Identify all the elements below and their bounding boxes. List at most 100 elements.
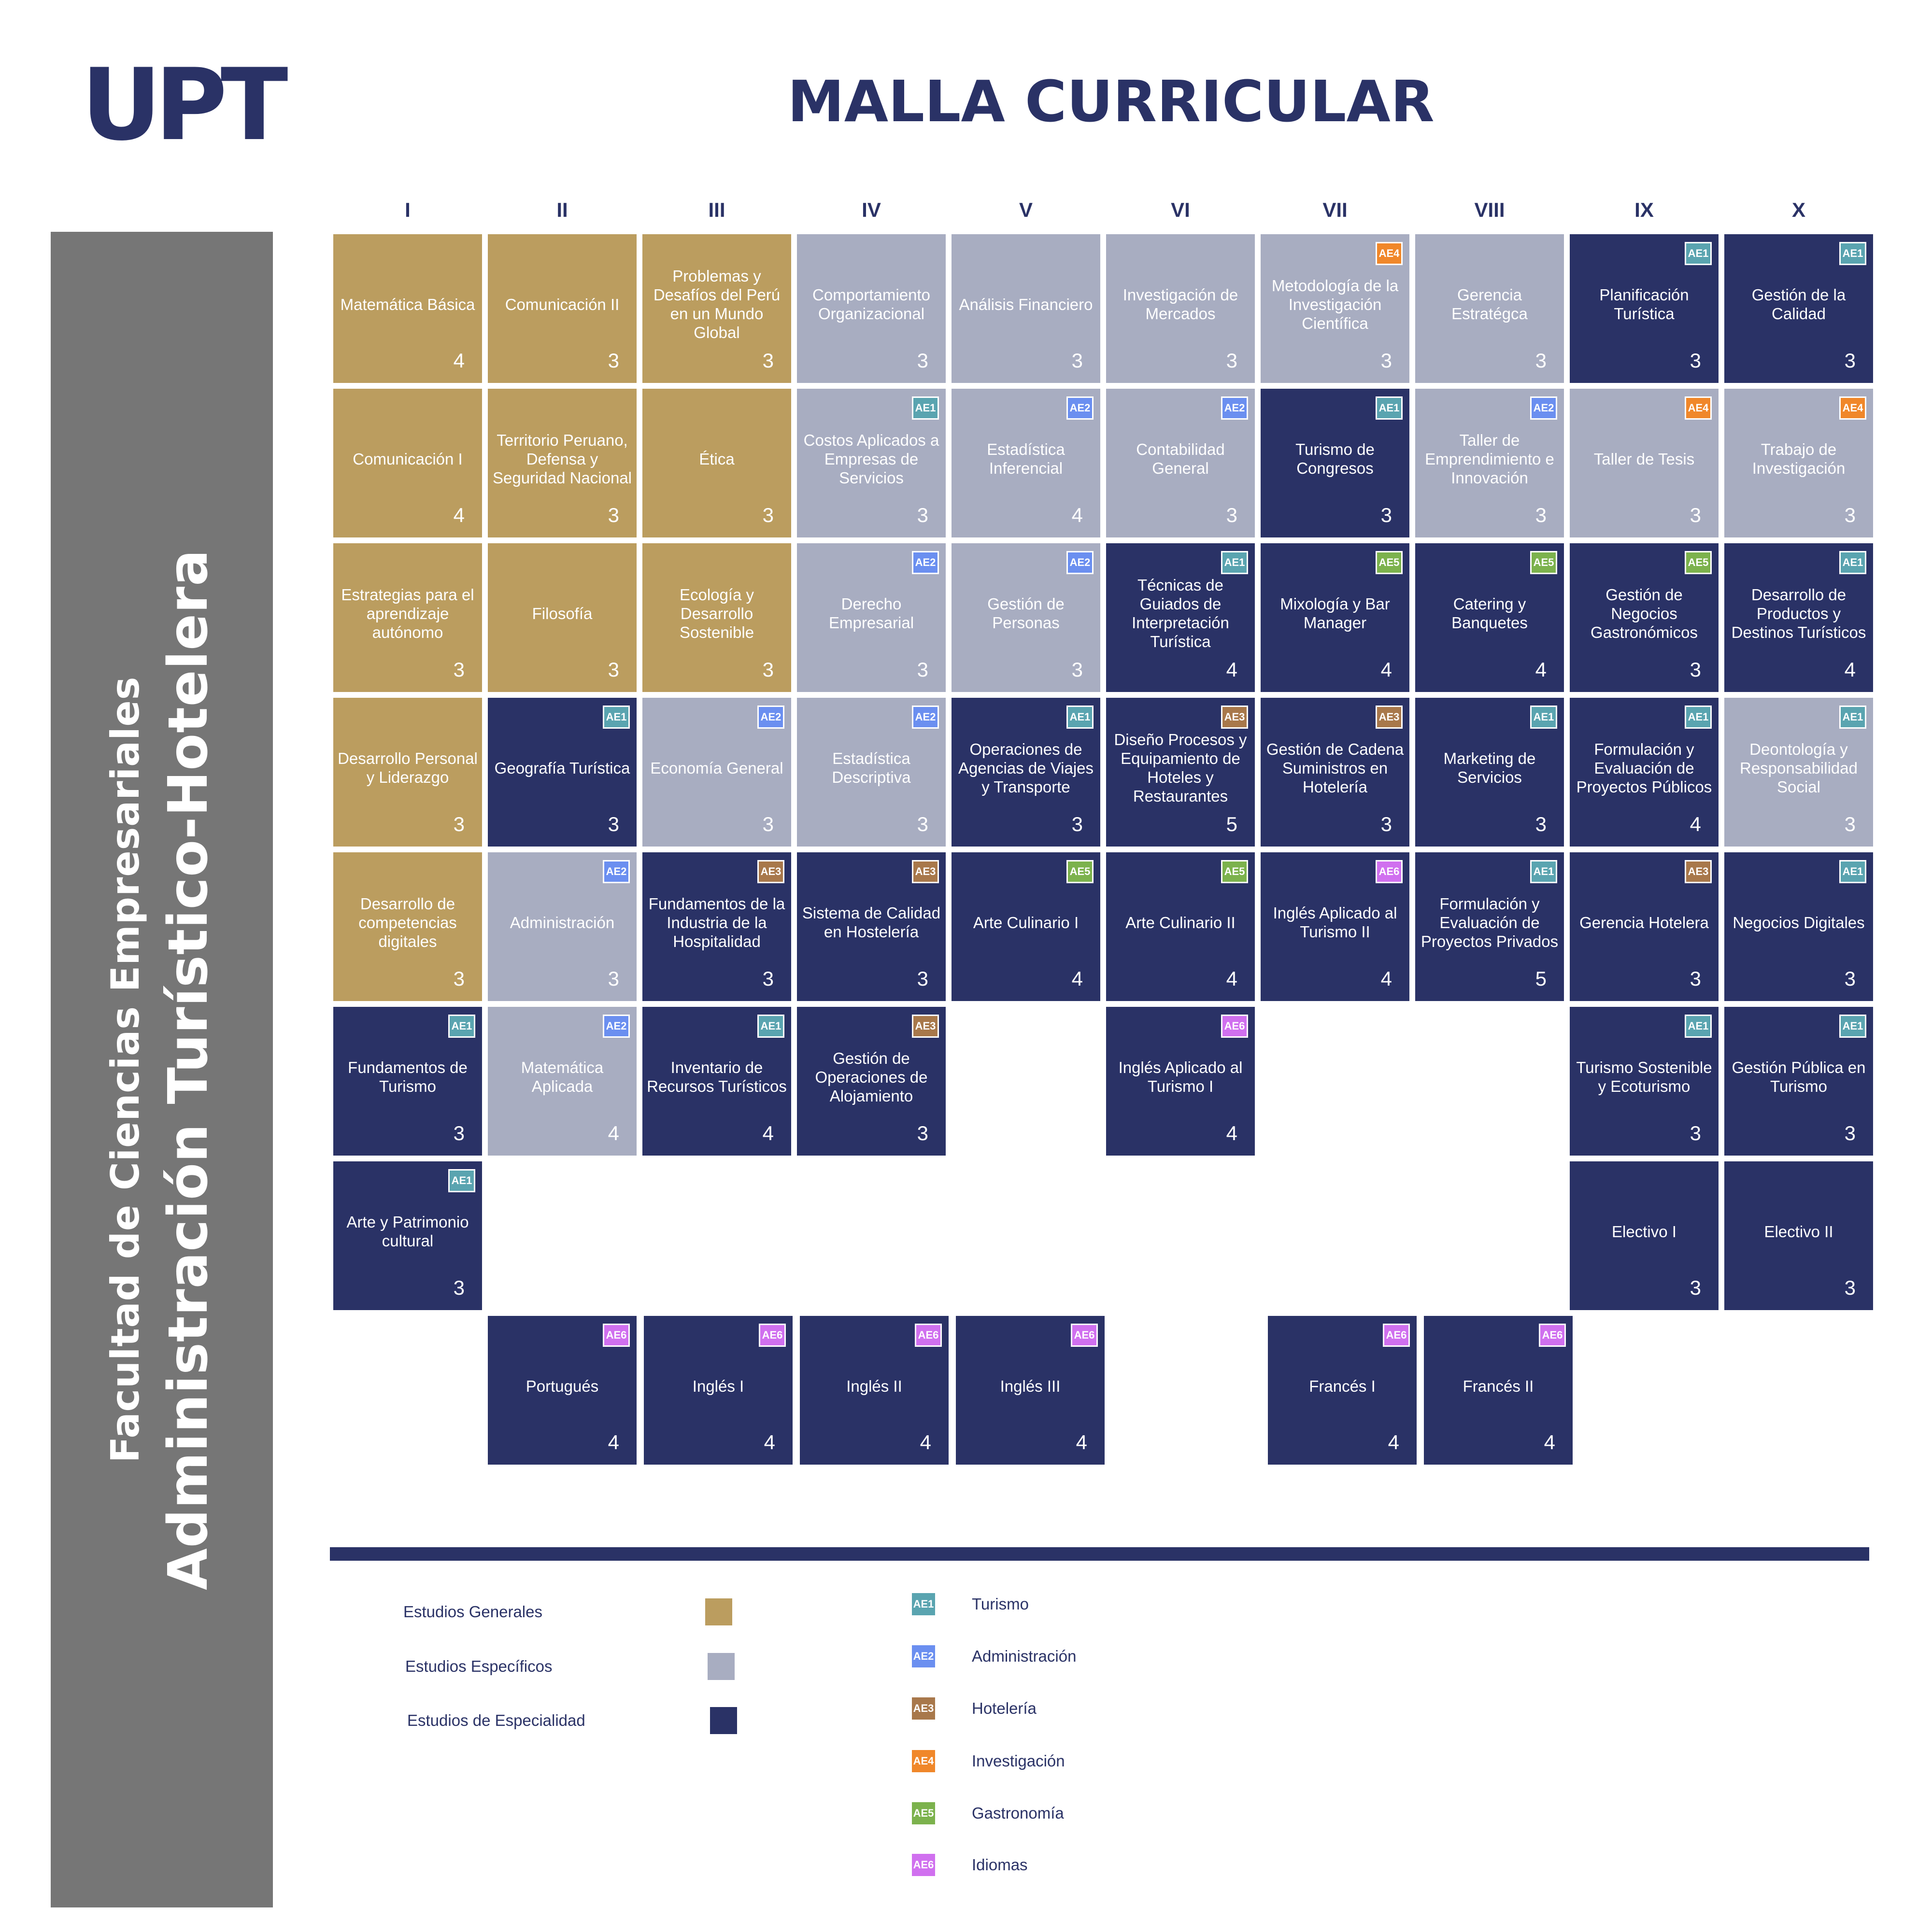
course-card[interactable]: AE1 Operaciones de Agencias de Viajes y T… <box>952 698 1100 847</box>
course-card[interactable]: Problemas y Desafíos del Perú en un Mund… <box>642 234 791 383</box>
course-card[interactable]: AE5 Arte Culinario I 4 <box>952 852 1100 1001</box>
course-card[interactable]: AE5 Mixología y Bar Manager 4 <box>1261 543 1409 692</box>
area-badge: AE1 <box>1530 706 1557 729</box>
course-card[interactable]: AE1 Arte y Patrimonio cultural 3 <box>333 1161 482 1310</box>
course-card[interactable]: AE1 Gestión Pública en Turismo 3 <box>1724 1007 1873 1156</box>
course-card[interactable]: Análisis Financiero 3 <box>952 234 1100 383</box>
course-card[interactable]: AE2 Gestión de Personas 3 <box>952 543 1100 692</box>
course-credits: 4 <box>1844 658 1856 681</box>
course-card[interactable]: Electivo II 3 <box>1724 1161 1873 1310</box>
course-name: Administración <box>510 913 615 932</box>
course-card[interactable]: Estrategias para el aprendizaje autónomo… <box>333 543 482 692</box>
course-credits: 4 <box>1380 967 1392 990</box>
course-card[interactable]: AE1 Turismo Sostenible y Ecoturismo 3 <box>1570 1007 1719 1156</box>
course-card[interactable]: AE5 Gestión de Negocios Gastronómicos 3 <box>1570 543 1719 692</box>
course-card[interactable]: AE2 Administración 3 <box>488 852 637 1001</box>
course-card[interactable]: AE1 Marketing de Servicios 3 <box>1415 698 1564 847</box>
semester-header-9: IX <box>1634 198 1654 221</box>
course-credits: 4 <box>1535 658 1547 681</box>
course-card[interactable]: Investigación de Mercados 3 <box>1106 234 1255 383</box>
course-card[interactable]: Comportamiento Organizacional 3 <box>797 234 946 383</box>
course-card[interactable]: AE1 Formulación y Evaluación de Proyectos… <box>1570 698 1719 847</box>
course-credits: 3 <box>1535 504 1547 526</box>
course-name: Negocios Digitales <box>1733 913 1865 932</box>
course-card[interactable]: AE5 Catering y Banquetes 4 <box>1415 543 1564 692</box>
course-name: Portugués <box>526 1377 599 1395</box>
course-card[interactable]: AE2 Taller de Emprendimiento e Innovación… <box>1415 389 1564 537</box>
course-card[interactable]: AE1 Técnicas de Guiados de Interpretación… <box>1106 543 1255 692</box>
course-card[interactable]: AE3 Gerencia Hotelera 3 <box>1570 852 1719 1001</box>
course-credits: 3 <box>762 813 774 835</box>
course-card[interactable]: AE1 Fundamentos de Turismo 3 <box>333 1007 482 1156</box>
course-name: Derecho Empresarial <box>828 595 914 632</box>
course-card[interactable]: AE1 Geografía Turística 3 <box>488 698 637 847</box>
course-card[interactable]: AE2 Derecho Empresarial 3 <box>797 543 946 692</box>
course-card[interactable]: AE6 Inglés Aplicado al Turismo II 4 <box>1261 852 1409 1001</box>
course-card[interactable]: Gerencia Estratégca 3 <box>1415 234 1564 383</box>
course-credits: 3 <box>1690 1276 1701 1299</box>
course-card[interactable]: AE6 Inglés III 4 <box>956 1316 1105 1465</box>
course-card[interactable]: AE1 Desarrollo de Productos y Destinos Tu… <box>1724 543 1873 692</box>
course-credits: 3 <box>762 504 774 526</box>
course-card[interactable]: Territorio Peruano, Defensa y Seguridad … <box>488 389 637 537</box>
course-name: Gestión de la Calidad <box>1751 286 1846 323</box>
page-title: MALLA CURRICULAR <box>787 68 1435 135</box>
course-card[interactable]: AE6 Francés II 4 <box>1424 1316 1573 1465</box>
course-card[interactable]: AE5 Arte Culinario II 4 <box>1106 852 1255 1001</box>
course-card[interactable]: AE1 Planificación Turística 3 <box>1570 234 1719 383</box>
course-card[interactable]: AE1 Inventario de Recursos Turísticos 4 <box>642 1007 791 1156</box>
course-name: Mixología y Bar Manager <box>1280 595 1390 632</box>
area-badge: AE3 <box>757 860 784 883</box>
legend-badge-ae5: AE5 <box>910 1801 937 1826</box>
course-name: Arte Culinario II <box>1125 913 1236 932</box>
legend-badge-ae4: AE4 <box>910 1749 937 1774</box>
course-card[interactable]: AE6 Francés I 4 <box>1268 1316 1417 1465</box>
course-card[interactable]: Comunicación I 4 <box>333 389 482 537</box>
course-card[interactable]: Desarrollo Personal y Liderazgo 3 <box>333 698 482 847</box>
course-name: Fundamentos de la Industria de la Hospit… <box>648 894 785 950</box>
course-name: Formulación y Evaluación de Proyectos Pú… <box>1576 740 1712 796</box>
course-name: Gestión de Personas <box>987 595 1065 632</box>
course-card[interactable]: Ecología y Desarrollo Sostenible 3 <box>642 543 791 692</box>
course-card[interactable]: AE1 Turismo de Congresos 3 <box>1261 389 1409 537</box>
course-card[interactable]: AE2 Economía General 3 <box>642 698 791 847</box>
course-name: Inglés II <box>846 1377 902 1395</box>
course-card[interactable]: AE3 Gestión de Cadena Suministros en Hote… <box>1261 698 1409 847</box>
legend-label-ae1: Turismo <box>972 1595 1029 1613</box>
course-card[interactable]: AE6 Inglés II 4 <box>800 1316 949 1465</box>
course-card[interactable]: AE3 Diseño Procesos y Equipamiento de Hot… <box>1106 698 1255 847</box>
course-card[interactable]: AE6 Portugués 4 <box>488 1316 637 1465</box>
course-credits: 3 <box>917 349 928 372</box>
course-card[interactable]: Filosofía 3 <box>488 543 637 692</box>
course-card[interactable]: AE4 Trabajo de Investigación 3 <box>1724 389 1873 537</box>
course-card[interactable]: AE3 Fundamentos de la Industria de la Hos… <box>642 852 791 1001</box>
legend-label-ae6: Idiomas <box>972 1856 1028 1874</box>
course-card[interactable]: AE2 Contabilidad General 3 <box>1106 389 1255 537</box>
course-card[interactable]: Desarrollo de competencias digitales 3 <box>333 852 482 1001</box>
course-credits: 3 <box>762 658 774 681</box>
course-card[interactable]: AE3 Gestión de Operaciones de Alojamiento… <box>797 1007 946 1156</box>
area-badge: AE1 <box>912 396 939 420</box>
course-name: Desarrollo Personal y Liderazgo <box>338 749 478 786</box>
course-card[interactable]: AE6 Inglés I 4 <box>644 1316 793 1465</box>
course-card[interactable]: Electivo I 3 <box>1570 1161 1719 1310</box>
area-badge: AE1 <box>603 706 630 729</box>
course-card[interactable]: AE6 Inglés Aplicado al Turismo I 4 <box>1106 1007 1255 1156</box>
course-card[interactable]: AE1 Negocios Digitales 3 <box>1724 852 1873 1001</box>
course-card[interactable]: AE2 Matemática Aplicada 4 <box>488 1007 637 1156</box>
course-card[interactable]: Matemática Básica 4 <box>333 234 482 383</box>
course-card[interactable]: AE4 Taller de Tesis 3 <box>1570 389 1719 537</box>
course-card[interactable]: AE2 Estadística Inferencial 4 <box>952 389 1100 537</box>
course-name: Ética <box>699 450 735 468</box>
course-card[interactable]: AE4 Metodología de la Investigación Cient… <box>1261 234 1409 383</box>
course-card[interactable]: AE1 Formulación y Evaluación de Proyectos… <box>1415 852 1564 1001</box>
course-card[interactable]: Comunicación II 3 <box>488 234 637 383</box>
course-card[interactable]: AE2 Estadística Descriptiva 3 <box>797 698 946 847</box>
course-card[interactable]: AE1 Deontología y Responsabilidad Social 3 <box>1724 698 1873 847</box>
course-card[interactable]: AE1 Gestión de la Calidad 3 <box>1724 234 1873 383</box>
course-credits: 3 <box>1226 349 1237 372</box>
course-card[interactable]: AE3 Sistema de Calidad en Hostelería 3 <box>797 852 946 1001</box>
course-card[interactable]: Ética 3 <box>642 389 791 537</box>
course-card[interactable]: AE1 Costos Aplicados a Empresas de Servic… <box>797 389 946 537</box>
area-badge: AE1 <box>757 1015 784 1038</box>
